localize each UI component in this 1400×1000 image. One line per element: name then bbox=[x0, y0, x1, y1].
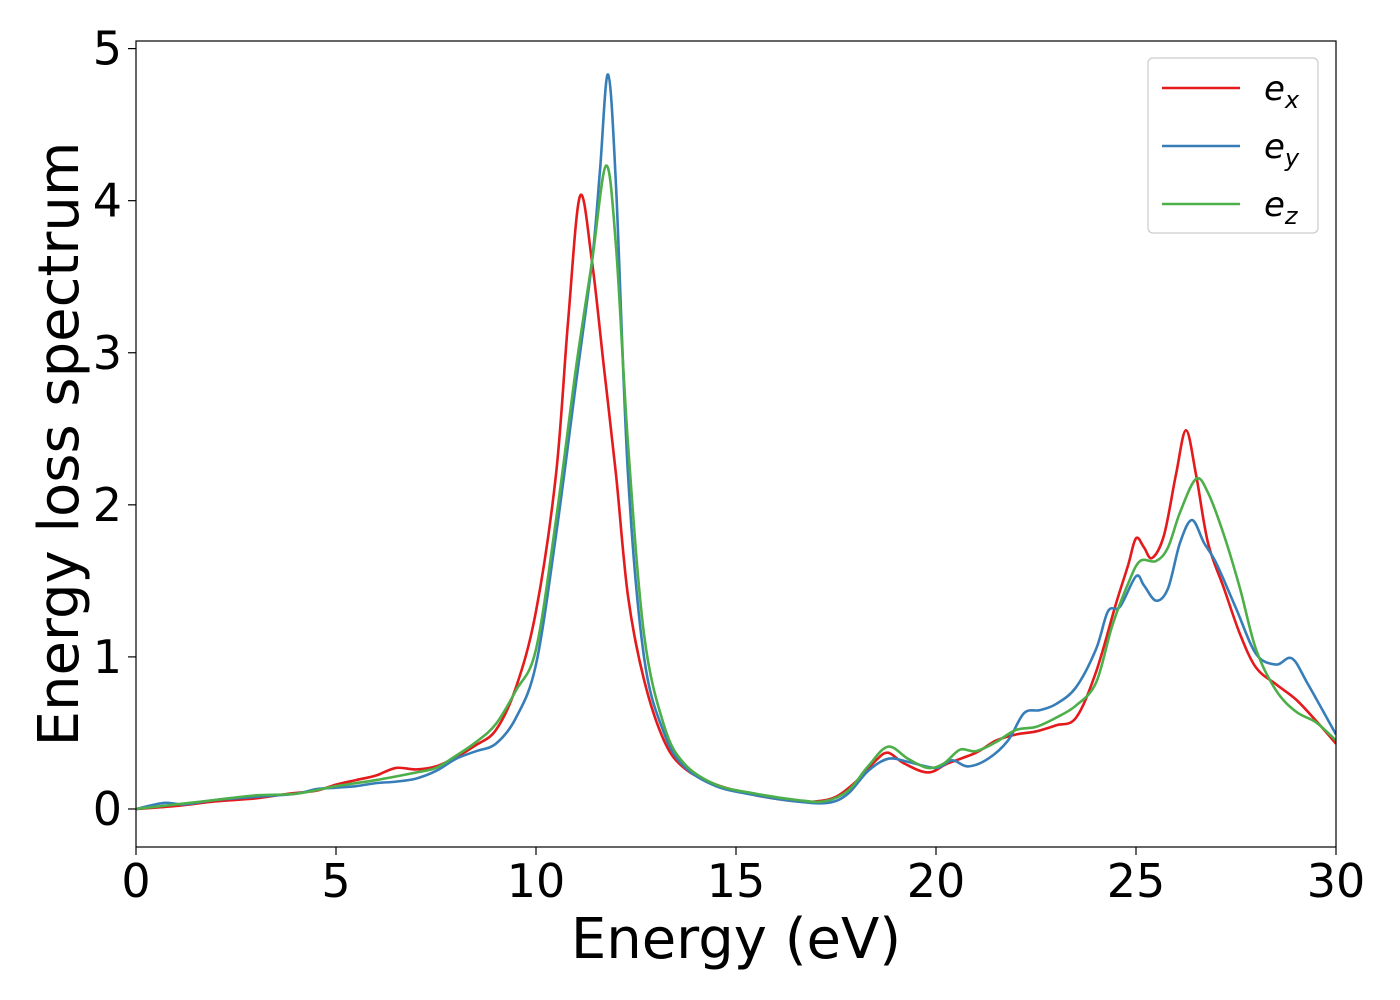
y-tick-label: 5 bbox=[93, 22, 122, 76]
y-tick-label: 1 bbox=[93, 630, 122, 684]
x-tick-label: 30 bbox=[1307, 854, 1366, 908]
y-tick-label: 0 bbox=[93, 782, 122, 836]
series-layer bbox=[136, 73, 1336, 811]
x-tick-label: 15 bbox=[707, 854, 766, 908]
y-tick-label: 4 bbox=[93, 174, 122, 228]
plot-area bbox=[136, 41, 1336, 847]
x-axis: 0 5 10 15 20 25 30 bbox=[121, 847, 1365, 908]
x-tick-label: 0 bbox=[121, 854, 150, 908]
series-line-e-z bbox=[136, 164, 1336, 811]
x-tick-label: 20 bbox=[907, 854, 966, 908]
y-tick-label: 2 bbox=[93, 478, 122, 532]
x-tick-label: 10 bbox=[507, 854, 566, 908]
x-axis-label: Energy (eV) bbox=[571, 907, 901, 972]
legend-entry: ex bbox=[1264, 69, 1300, 114]
series-line-e-y bbox=[136, 73, 1336, 811]
y-tick-label: 3 bbox=[93, 326, 122, 380]
y-axis: 0 1 2 3 4 5 bbox=[93, 22, 136, 836]
x-tick-label: 5 bbox=[321, 854, 350, 908]
legend-entry: ey bbox=[1264, 127, 1300, 172]
x-tick-label: 25 bbox=[1107, 854, 1166, 908]
legend-entry: ez bbox=[1264, 185, 1299, 230]
legend: ex ey ez bbox=[1147, 57, 1319, 234]
y-axis-label: Energy loss spectrum bbox=[27, 142, 92, 747]
